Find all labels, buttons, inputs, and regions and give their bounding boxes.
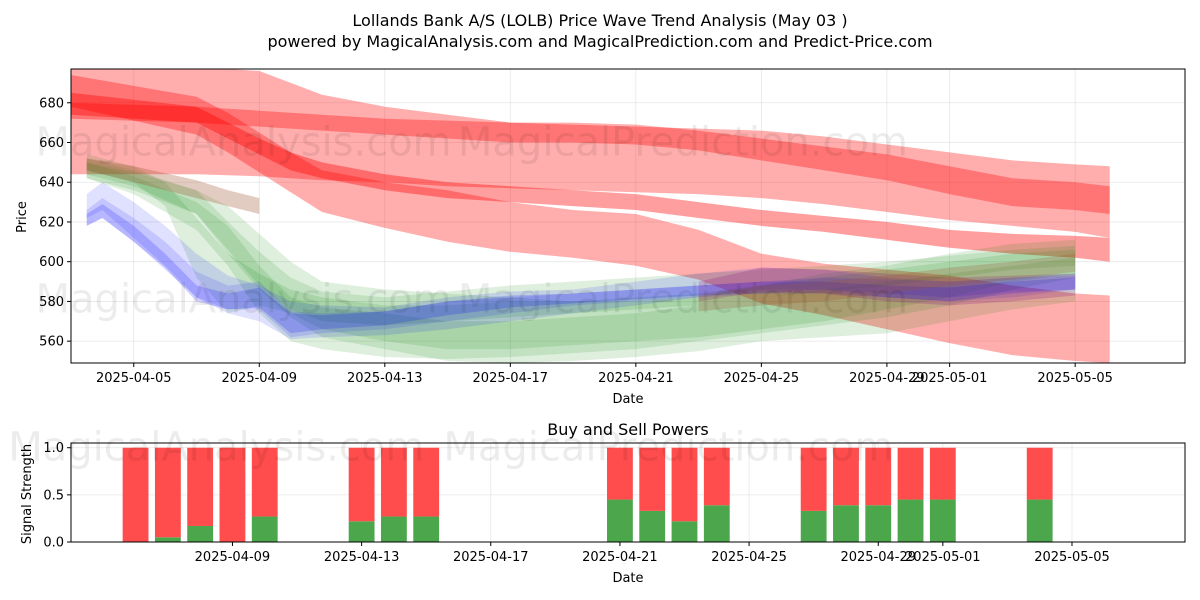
bars-x-axis-label: Date	[612, 571, 643, 586]
main-y-tick-label-2: 600	[39, 255, 64, 270]
bars-x-tick-label-1: 2025-04-13	[324, 550, 400, 565]
main-x-tick-label-0: 2025-04-05	[96, 371, 172, 386]
main-y-tick-label-3: 620	[39, 215, 64, 230]
buy-bar-2	[187, 525, 214, 542]
main-watermark-3: MagicalPrediction.com	[458, 276, 908, 322]
wave-band-4	[86, 162, 1076, 363]
buy-bar-12	[800, 510, 827, 542]
sell-bar-14	[865, 447, 892, 506]
sell-bar-9	[639, 447, 666, 511]
sell-bar-5	[348, 447, 375, 522]
buy-bar-10	[671, 521, 698, 542]
sell-bar-13	[833, 447, 859, 506]
main-watermark-1: MagicalPrediction.com	[458, 119, 908, 165]
bars-watermark-0: MagicalAnalysis.com	[8, 425, 424, 471]
buy-bar-13	[833, 505, 859, 542]
buy-bar-15	[897, 499, 924, 542]
bars-x-tick-label-7: 2025-05-05	[1034, 550, 1110, 565]
bars-title: Buy and Sell Powers	[547, 420, 709, 439]
main-x-tick-label-2: 2025-04-13	[347, 371, 423, 386]
bars-x-tick-label-4: 2025-04-25	[711, 550, 787, 565]
bars-y-tick-label-1: 0.5	[43, 488, 64, 503]
buy-bar-6	[380, 516, 407, 542]
bars-axes-frame	[70, 442, 1186, 543]
main-axes-frame	[70, 68, 1186, 364]
chart-title: Lollands Bank A/S (LOLB) Price Wave Tren…	[352, 11, 847, 30]
wave-band-0	[71, 69, 1110, 238]
buy-bar-16	[929, 499, 956, 542]
buy-bar-17	[1026, 499, 1053, 542]
wave-band-3	[71, 102, 1110, 214]
main-y-axis-label: Price	[15, 201, 30, 233]
buy-bar-1	[154, 537, 181, 542]
wave-band-6	[86, 158, 1076, 326]
wave-band-8	[86, 182, 1076, 340]
sell-bar-7	[413, 447, 440, 517]
chart-subtitle: powered by MagicalAnalysis.com and Magic…	[267, 32, 932, 51]
bars-y-tick-label-0: 0.0	[43, 536, 64, 551]
wave-band-7	[86, 162, 1076, 359]
sell-bar-16	[929, 447, 956, 500]
main-watermark-2: MagicalAnalysis.com	[36, 276, 452, 322]
sell-bar-10	[671, 447, 698, 522]
bars-x-tick-label-2: 2025-04-17	[453, 550, 529, 565]
wave-band-5	[86, 154, 1076, 350]
bars-plot-area	[122, 447, 1053, 542]
buy-bar-7	[413, 516, 440, 542]
wave-band-11	[698, 267, 1076, 306]
main-x-tick-label-6: 2025-04-29	[849, 371, 925, 386]
bars-x-tick-label-5: 2025-04-29	[840, 550, 916, 565]
sell-bar-15	[897, 447, 924, 500]
buy-bar-14	[865, 505, 892, 542]
main-y-tick-label-5: 660	[39, 136, 64, 151]
sell-bar-6	[380, 447, 407, 517]
sell-bar-8	[607, 447, 633, 500]
price-wave-panel: MagicalAnalysis.com MagicalPrediction.com…	[36, 68, 1186, 386]
buy-bar-9	[639, 510, 666, 542]
sell-bar-12	[800, 447, 827, 511]
main-x-tick-label-3: 2025-04-17	[473, 371, 549, 386]
wave-band-12	[86, 158, 260, 214]
wave-band-2	[71, 92, 1110, 262]
main-x-tick-label-5: 2025-04-25	[724, 371, 800, 386]
buy-bar-4	[251, 516, 278, 542]
wave-band-1	[71, 75, 1110, 363]
bars-x-tick-label-6: 2025-05-01	[905, 550, 981, 565]
main-watermark-0: MagicalAnalysis.com	[36, 119, 452, 165]
sell-bar-2	[187, 447, 214, 526]
wave-band-13	[698, 253, 1076, 312]
bars-y-tick-label-2: 1.0	[43, 441, 64, 456]
main-x-axis-label: Date	[612, 392, 643, 407]
main-x-tick-label-8: 2025-05-05	[1037, 371, 1113, 386]
main-y-tick-label-0: 560	[39, 335, 64, 350]
buy-sell-panel: MagicalAnalysis.com MagicalPrediction.com…	[8, 425, 1186, 565]
sell-bar-1	[154, 447, 181, 538]
sell-bar-0	[122, 447, 149, 542]
main-x-tick-label-7: 2025-05-01	[912, 371, 988, 386]
sell-bar-17	[1026, 447, 1053, 500]
buy-bar-5	[348, 521, 375, 542]
buy-bar-8	[607, 499, 633, 542]
bars-y-axis-label: Signal Strength	[20, 444, 35, 544]
sell-bar-4	[251, 447, 278, 517]
main-x-tick-label-1: 2025-04-09	[222, 371, 298, 386]
bars-x-tick-label-0: 2025-04-09	[195, 550, 271, 565]
main-plot-area	[71, 69, 1110, 363]
bars-watermark-1: MagicalPrediction.com	[443, 425, 893, 471]
main-y-tick-label-1: 580	[39, 295, 64, 310]
main-y-tick-label-6: 680	[39, 96, 64, 111]
buy-bar-11	[703, 505, 730, 542]
main-y-tick-label-4: 640	[39, 176, 64, 191]
bars-x-tick-label-3: 2025-04-21	[582, 550, 658, 565]
main-x-tick-label-4: 2025-04-21	[598, 371, 674, 386]
sell-bar-3	[219, 447, 246, 542]
sell-bar-11	[703, 447, 730, 506]
